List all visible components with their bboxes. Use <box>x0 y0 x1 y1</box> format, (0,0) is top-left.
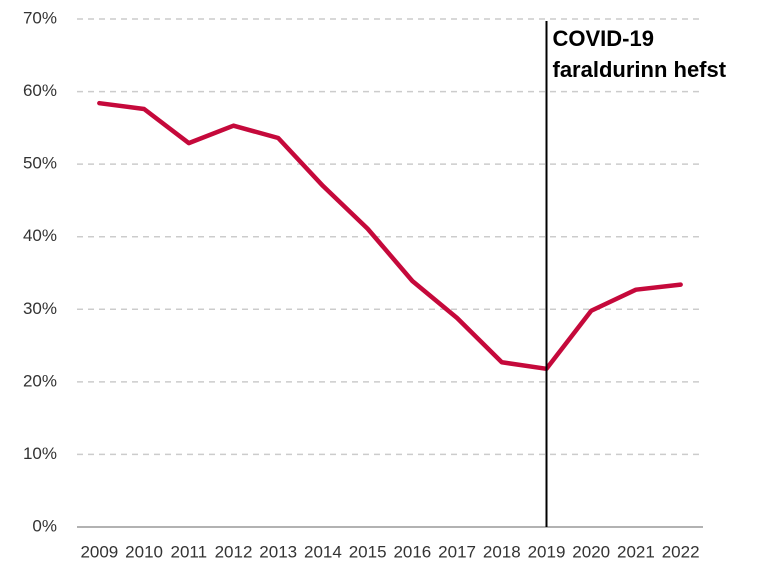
x-tick-label: 2015 <box>349 542 387 561</box>
x-tick-label: 2020 <box>572 542 610 561</box>
x-tick-label: 2022 <box>662 542 700 561</box>
y-tick-label: 70% <box>23 8 57 27</box>
x-tick-label: 2018 <box>483 542 521 561</box>
data-line <box>97 100 683 372</box>
y-tick-label: 30% <box>23 299 57 318</box>
y-tick-label: 20% <box>23 371 57 390</box>
y-tick-label: 0% <box>32 516 57 535</box>
x-tick-label: 2010 <box>125 542 163 561</box>
y-tick-label: 10% <box>23 444 57 463</box>
x-tick-label: 2012 <box>215 542 253 561</box>
x-tick-label: 2021 <box>617 542 655 561</box>
x-tick-label: 2011 <box>171 542 208 561</box>
annotation-text: COVID-19 <box>553 26 654 51</box>
y-tick-label: 50% <box>23 154 57 173</box>
x-tick-label: 2019 <box>528 542 566 561</box>
x-tick-label: 2017 <box>438 542 476 561</box>
x-tick-label: 2009 <box>80 542 118 561</box>
annotation-text: faraldurinn hefst <box>553 57 727 82</box>
x-tick-label: 2016 <box>393 542 431 561</box>
y-tick-label: 60% <box>23 81 57 100</box>
y-tick-label: 40% <box>23 226 57 245</box>
x-tick-label: 2013 <box>259 542 297 561</box>
x-tick-label: 2014 <box>304 542 342 561</box>
